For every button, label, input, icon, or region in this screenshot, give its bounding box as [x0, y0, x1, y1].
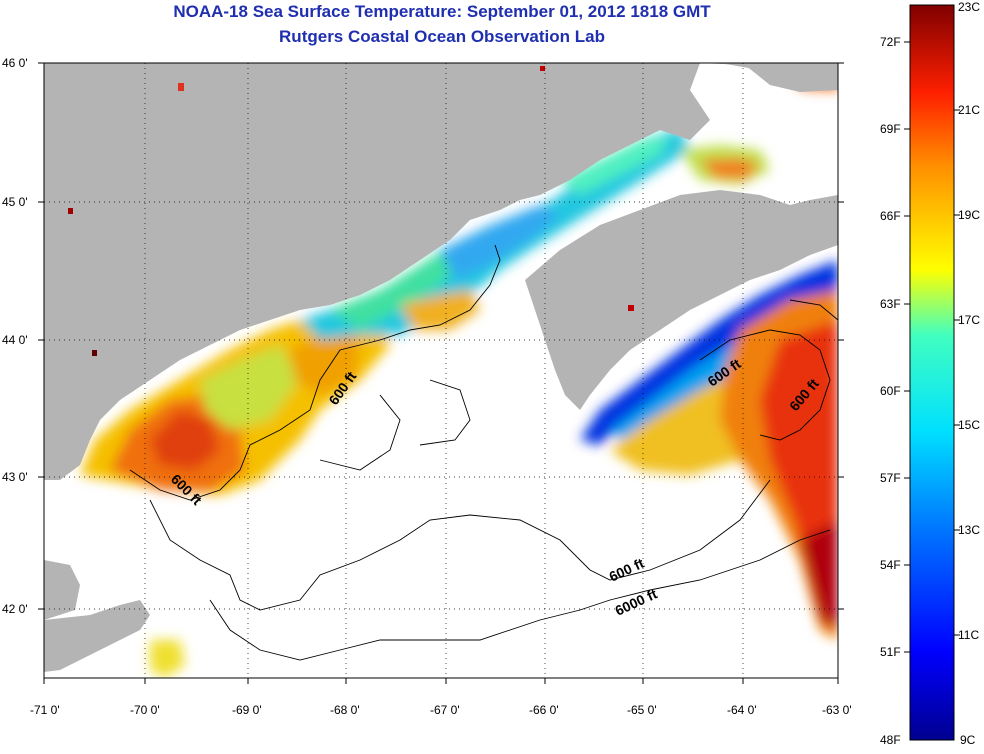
- cb-f-54: 54F: [880, 558, 901, 572]
- land-patches: [68, 66, 634, 356]
- land-layer: [44, 63, 838, 672]
- depth-contours: [129, 244, 838, 661]
- cb-c-21: 21C: [958, 103, 981, 117]
- x-tick-63: -63 0': [822, 703, 852, 717]
- x-tick-66: -66 0': [529, 703, 559, 717]
- y-tick-45: 45 0': [2, 195, 28, 209]
- cb-c-11: 11C: [958, 628, 980, 642]
- cb-f-57: 57F: [880, 471, 901, 485]
- cb-f-66: 66F: [880, 209, 901, 223]
- sst-data-layer: [80, 63, 838, 678]
- cb-f-63: 63F: [880, 297, 901, 311]
- x-tick-70: -70 0': [130, 703, 160, 717]
- x-tick-68: -68 0': [330, 703, 360, 717]
- plot-frame: [43, 62, 839, 679]
- cb-f-48: 48F: [880, 733, 901, 747]
- cb-f-69: 69F: [880, 122, 901, 136]
- cb-c-9: 9C: [960, 733, 976, 747]
- x-tick-65: -65 0': [627, 703, 657, 717]
- x-tick-64: -64 0': [727, 703, 757, 717]
- y-tick-44: 44 0': [2, 333, 28, 347]
- x-axis-labels: -71 0' -70 0' -69 0' -68 0' -67 0' -66 0…: [30, 703, 852, 717]
- cb-f-72: 72F: [880, 35, 901, 49]
- y-tick-42: 42 0': [2, 602, 28, 616]
- x-tick-67: -67 0': [430, 703, 460, 717]
- cb-c-19: 19C: [958, 208, 981, 222]
- cb-c-17: 17C: [958, 313, 981, 327]
- x-tick-71: -71 0': [30, 703, 60, 717]
- y-tick-46: 46 0': [2, 56, 28, 70]
- y-tick-43: 43 0': [2, 470, 28, 484]
- y-tick-marks: [38, 62, 844, 684]
- colorbar-ticks: [904, 41, 960, 653]
- cb-c-13: 13C: [958, 523, 981, 537]
- x-tick-69: -69 0': [232, 703, 262, 717]
- y-axis-labels: 46 0' 45 0' 44 0' 43 0' 42 0': [2, 56, 28, 616]
- map-subtitle: Rutgers Coastal Ocean Observation Lab: [279, 27, 605, 46]
- colorbar: [909, 4, 955, 741]
- cb-c-23: 23C: [958, 0, 981, 14]
- cb-c-15: 15C: [958, 418, 981, 432]
- cb-f-60: 60F: [880, 384, 901, 398]
- map-title: NOAA-18 Sea Surface Temperature: Septemb…: [173, 2, 711, 21]
- cb-f-51: 51F: [880, 645, 901, 659]
